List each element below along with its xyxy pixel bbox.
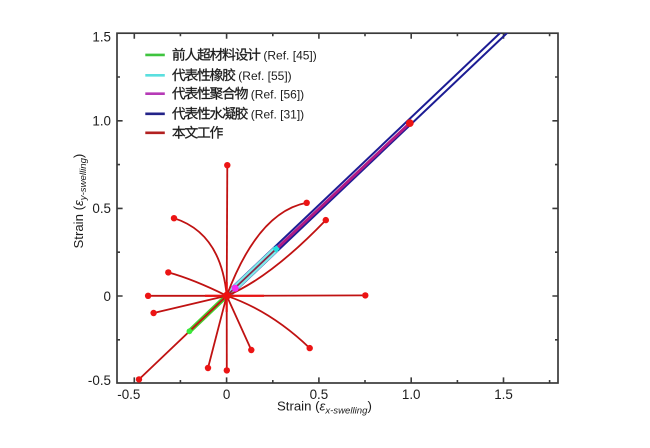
svg-text:1.0: 1.0 (402, 387, 421, 402)
svg-text:1.0: 1.0 (92, 114, 111, 129)
svg-text:0: 0 (223, 387, 230, 402)
svg-text:(Ref. [56]): (Ref. [56]) (251, 87, 304, 101)
svg-text:0.5: 0.5 (92, 201, 111, 216)
svg-text:-0.5: -0.5 (88, 373, 111, 388)
svg-text:(Ref. [31]): (Ref. [31]) (251, 107, 304, 121)
svg-text:-0.5: -0.5 (117, 387, 140, 402)
svg-text:(Ref. [45]): (Ref. [45]) (263, 49, 316, 63)
svg-text:(Ref. [55]): (Ref. [55]) (238, 69, 291, 83)
svg-text:1.5: 1.5 (92, 30, 111, 45)
svg-text:1.5: 1.5 (494, 387, 513, 402)
svg-text:0: 0 (104, 289, 111, 304)
